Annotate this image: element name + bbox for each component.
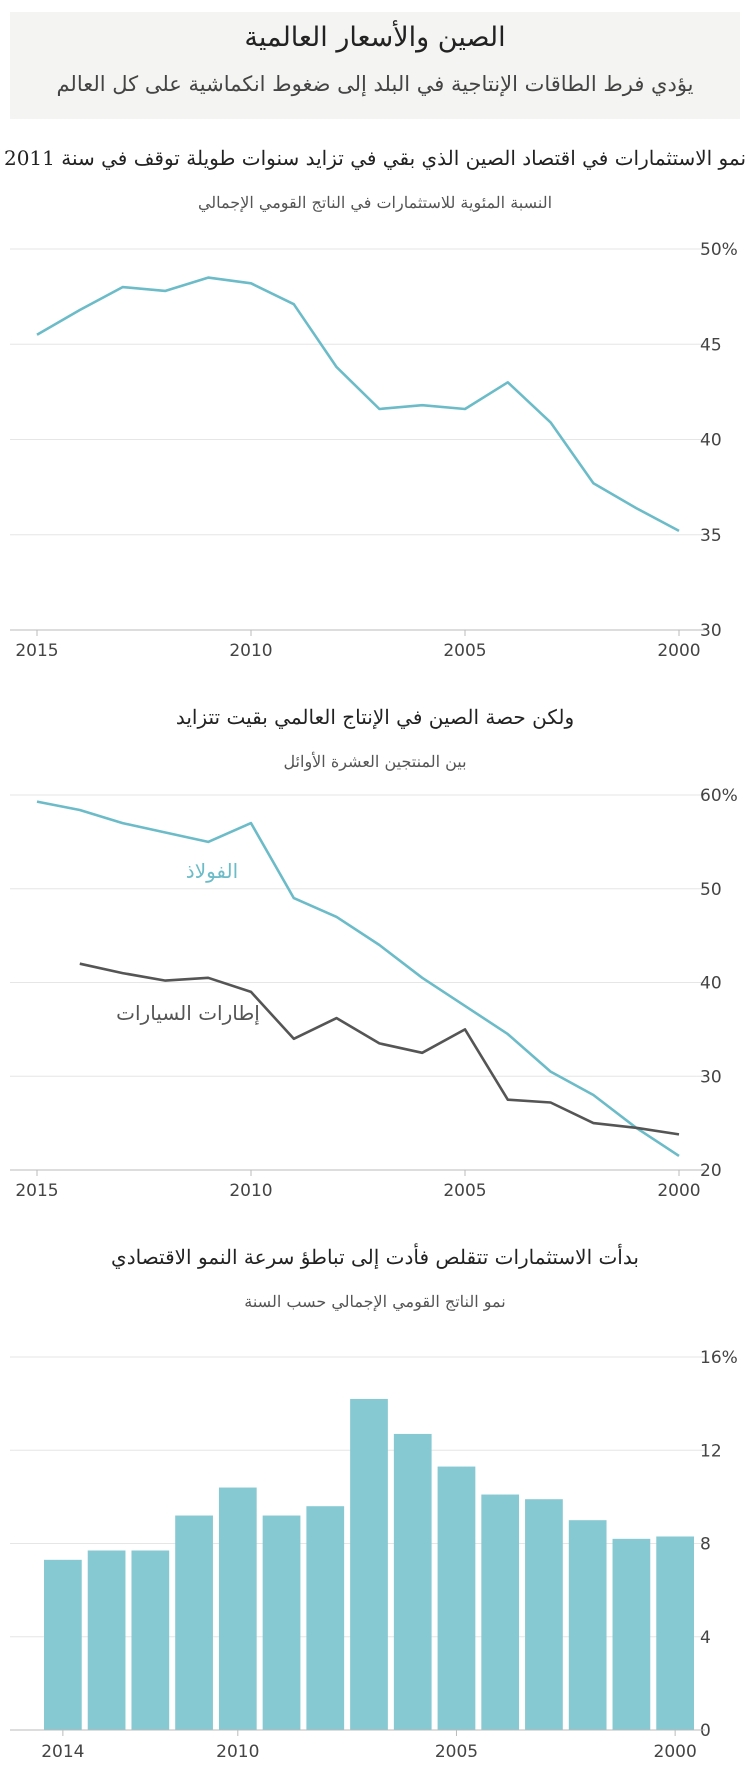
investment-line-chart: 50% 45 40 35 30 2015 2010 2005 2000 [10,240,738,661]
y-tick-label: 30 [700,1067,722,1087]
y-tick-label: 8 [700,1535,711,1555]
y-tick-label: 50% [700,240,738,260]
x-tick-label: 2005 [435,1742,478,1762]
y-tick-label: 0 [700,1721,711,1741]
x-tick-label: 2010 [216,1742,259,1762]
bar [218,1487,257,1730]
bar [350,1398,388,1730]
page-subtitle: يؤدي فرط الطاقات الإنتاجية في البلد إلى … [56,72,694,96]
bar [656,1536,694,1730]
y-tick-label: 40 [700,431,722,451]
bar [481,1494,520,1730]
chart2-subtitle: بين المنتجين العشرة الأوائل [283,752,467,771]
x-tick-label: 2005 [443,641,486,661]
bar [568,1520,607,1730]
x-tick-label: 2005 [443,1181,486,1201]
bar [393,1433,432,1730]
y-tick-label: 4 [700,1628,711,1648]
production-share-line-chart: 60% 50 40 30 20 2015 2010 2005 2000 الفولاذ إطارات… [10,786,738,1201]
x-tick-label: 2014 [41,1742,84,1762]
y-tick-label: 20 [700,1161,722,1181]
bar [306,1506,345,1730]
bar [44,1559,82,1730]
y-tick-label: 40 [700,974,722,994]
chart1-title: نمو الاستثمارات في اقتصاد الصين الذي بقي… [3,146,747,170]
y-tick-label: 12 [700,1441,722,1461]
chart2-title: ولكن حصة الصين في الإنتاج العالمي بقيت ت… [175,705,575,729]
chart3-title: بدأت الاستثمارات تتقلص فأدت إلى تباطؤ سر… [111,1245,639,1269]
x-tick-label: 2015 [15,1181,58,1201]
page-title: الصين والأسعار العالمية [244,22,506,53]
chart1-subtitle: النسبة المئوية للاستثمارات في الناتج الق… [197,193,553,212]
x-tick-label: 2015 [15,641,58,661]
y-tick-label: 30 [700,621,722,641]
bar [437,1466,476,1730]
series-label: إطارات السيارات [116,1001,260,1026]
x-tick-label: 2000 [657,1181,700,1201]
y-tick-label: 60% [700,786,738,806]
series-line [36,276,680,533]
x-tick-label: 2000 [654,1742,697,1762]
y-tick-label: 35 [700,526,722,546]
bar [87,1550,126,1730]
bar [262,1515,301,1730]
bar [175,1515,213,1730]
y-tick-label: 50 [700,880,722,900]
series-line [36,800,680,1157]
bar [131,1550,170,1730]
gdp-growth-bar-chart: 16% 12 8 4 0 2014 2010 2005 2000 [10,1348,738,1762]
page-header: الصين والأسعار العالمية يؤدي فرط الطاقات… [10,12,740,119]
x-tick-label: 2010 [229,1181,272,1201]
x-tick-label: 2000 [657,641,700,661]
series-label: الفولاذ [186,859,238,883]
bar [612,1538,651,1730]
bar [525,1499,563,1730]
y-tick-label: 45 [700,335,722,355]
x-tick-label: 2010 [229,641,272,661]
y-tick-label: 16% [700,1348,738,1368]
chart3-subtitle: نمو الناتج القومي الإجمالي حسب السنة [244,1292,506,1311]
series-line [79,962,680,1136]
